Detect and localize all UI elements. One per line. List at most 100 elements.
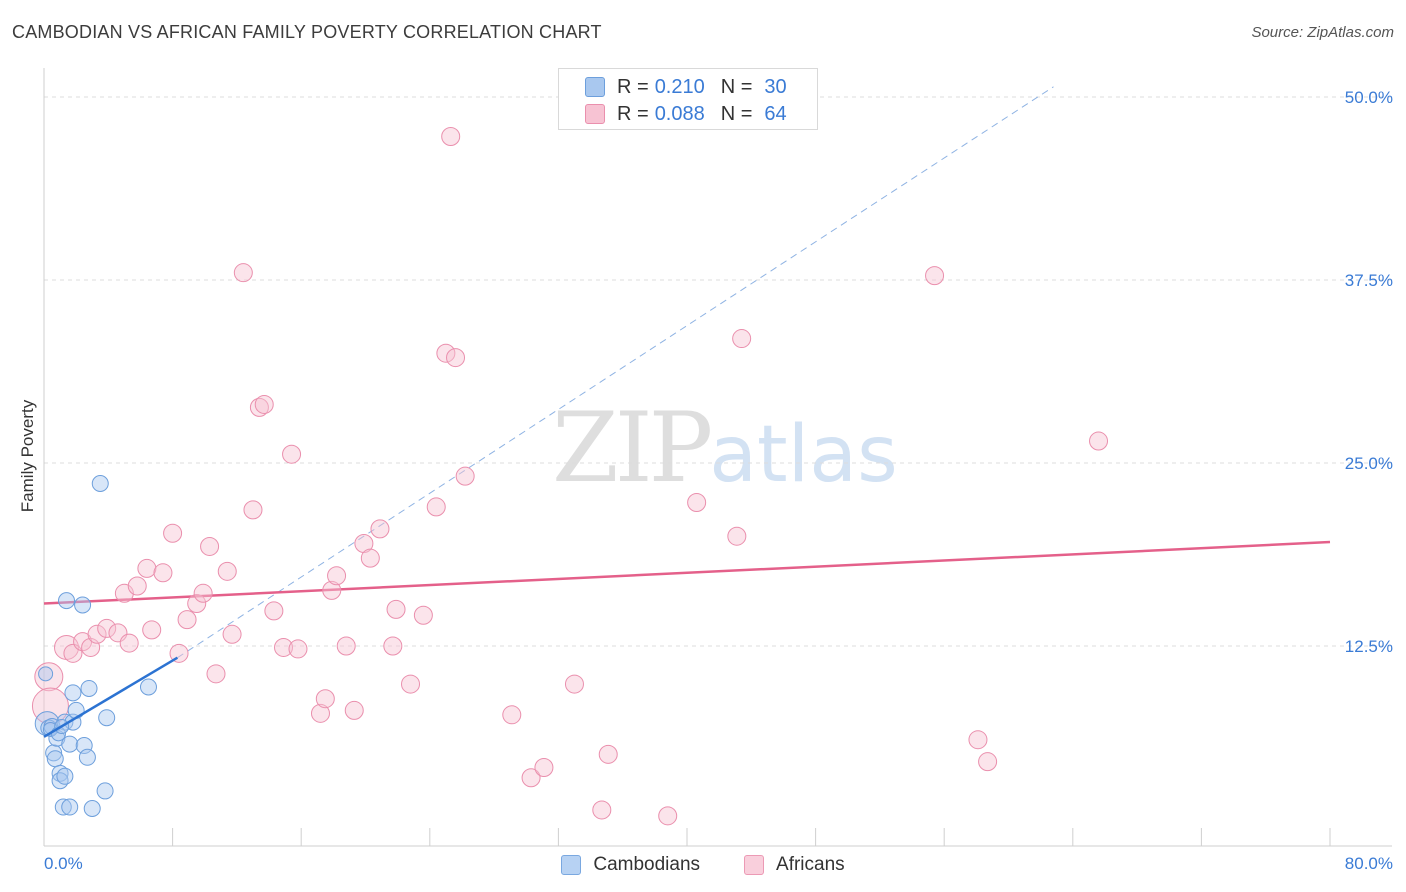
legend-item-cambodians[interactable]: Cambodians (561, 854, 700, 876)
y-axis-label: Family Poverty (18, 399, 37, 513)
africans-point (193, 583, 213, 603)
africans-point (127, 576, 147, 596)
africans-point (254, 394, 274, 414)
legend-row-cambodians: R = 0.210 N = 30 (585, 75, 787, 99)
africans-point (592, 800, 612, 820)
x-tick-label: 0.0% (44, 854, 83, 873)
chart-title: CAMBODIAN VS AFRICAN FAMILY POVERTY CORR… (12, 22, 602, 42)
africans-point (97, 618, 117, 638)
africans-point (658, 806, 678, 826)
legend-row-africans: R = 0.088 N = 64 (585, 102, 787, 126)
cambodians-point (64, 684, 82, 702)
source-credit: Source: ZipAtlas.com (1251, 24, 1394, 41)
africans-point (502, 705, 522, 725)
n-label: N = (720, 75, 753, 98)
cambodians-point (74, 596, 92, 614)
r-label: R = (617, 75, 649, 98)
africans-point (233, 263, 253, 283)
r-label: R = (617, 102, 649, 125)
cambodians-point (67, 701, 85, 719)
cambodians-point (139, 678, 157, 696)
cambodians-point (91, 474, 109, 492)
africans-point (153, 563, 173, 583)
legend-swatch-africans (744, 855, 765, 875)
africans-point (426, 497, 446, 517)
africans-point (968, 730, 988, 750)
africans-point (206, 664, 226, 684)
cambodians-point (98, 709, 116, 727)
r-value: 0.210 (654, 75, 705, 98)
africans-point (925, 266, 945, 286)
africans-point (288, 639, 308, 659)
n-value: 30 (764, 75, 787, 98)
africans-point (264, 601, 284, 621)
legend-item-africans[interactable]: Africans (744, 854, 845, 876)
africans-point (534, 758, 554, 778)
cambodians-point (83, 800, 101, 818)
cambodians-point (78, 748, 96, 766)
x-tick-label: 80.0% (1345, 854, 1393, 873)
africans-point (370, 519, 390, 539)
y-tick-label: 25.0% (1345, 454, 1393, 473)
legend-label-africans: Africans (776, 854, 845, 875)
africans-trend-line (43, 540, 1331, 605)
africans-point (87, 624, 107, 644)
cambodians-point (58, 592, 76, 610)
africans-point (732, 329, 752, 349)
africans-point (274, 637, 294, 657)
africans-point (564, 674, 584, 694)
africans-point (177, 610, 197, 630)
africans-point (446, 348, 466, 368)
africans-point (187, 594, 207, 614)
africans-point (243, 500, 263, 520)
africans-point (413, 605, 433, 625)
africans-point (315, 689, 335, 709)
cambodians-point (80, 679, 98, 697)
legend-label-cambodians: Cambodians (593, 854, 701, 875)
africans-point (222, 624, 242, 644)
africans-point (687, 493, 707, 513)
africans-point (169, 643, 189, 663)
cambodians-point (38, 666, 54, 682)
cambodians-point (61, 798, 79, 816)
africans-point (137, 558, 157, 578)
africans-point (200, 536, 220, 556)
legend-swatch-cambodians (561, 855, 582, 875)
n-value: 64 (764, 102, 787, 125)
cambodians-trend-line (43, 656, 179, 738)
africans-point (386, 599, 406, 619)
africans-point (978, 752, 998, 772)
africans-point (336, 636, 356, 656)
cambodians-point (96, 782, 114, 800)
africans-point (521, 768, 541, 788)
africans-point (441, 127, 461, 147)
africans-point (119, 633, 139, 653)
series-legend: Cambodians Africans (0, 852, 1406, 878)
africans-point (360, 548, 380, 568)
africans-point (598, 744, 618, 764)
cambodians-point (54, 798, 72, 816)
r-value: 0.088 (654, 102, 705, 125)
africans-point (401, 674, 421, 694)
africans-point (163, 523, 183, 543)
africans-point (322, 580, 342, 600)
y-tick-label: 12.5% (1345, 637, 1393, 656)
africans-point (34, 662, 64, 692)
cambodians-point (45, 744, 63, 762)
y-tick-label: 50.0% (1345, 88, 1393, 107)
africans-point (455, 466, 475, 486)
n-label: N = (720, 102, 753, 125)
africans-point (310, 703, 330, 723)
africans-point (327, 566, 347, 586)
cambodians-trend-extension (177, 86, 1054, 659)
africans-point (282, 444, 302, 464)
africans-point (217, 561, 237, 581)
cambodians-point (46, 750, 64, 768)
legend-swatch-cambodians (585, 77, 605, 97)
cambodians-point (51, 764, 69, 782)
africans-point (142, 620, 162, 640)
y-tick-label: 37.5% (1345, 271, 1393, 290)
cambodians-point (56, 767, 74, 785)
africans-point (31, 687, 69, 725)
